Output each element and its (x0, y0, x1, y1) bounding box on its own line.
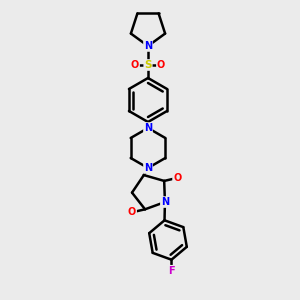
Text: O: O (157, 60, 165, 70)
Text: O: O (131, 60, 139, 70)
Text: O: O (128, 207, 136, 217)
Text: N: N (144, 41, 152, 51)
Text: N: N (161, 197, 169, 207)
Text: S: S (144, 60, 152, 70)
Text: F: F (168, 266, 175, 276)
Text: O: O (173, 173, 181, 183)
Text: N: N (144, 123, 152, 133)
Text: N: N (144, 163, 152, 173)
